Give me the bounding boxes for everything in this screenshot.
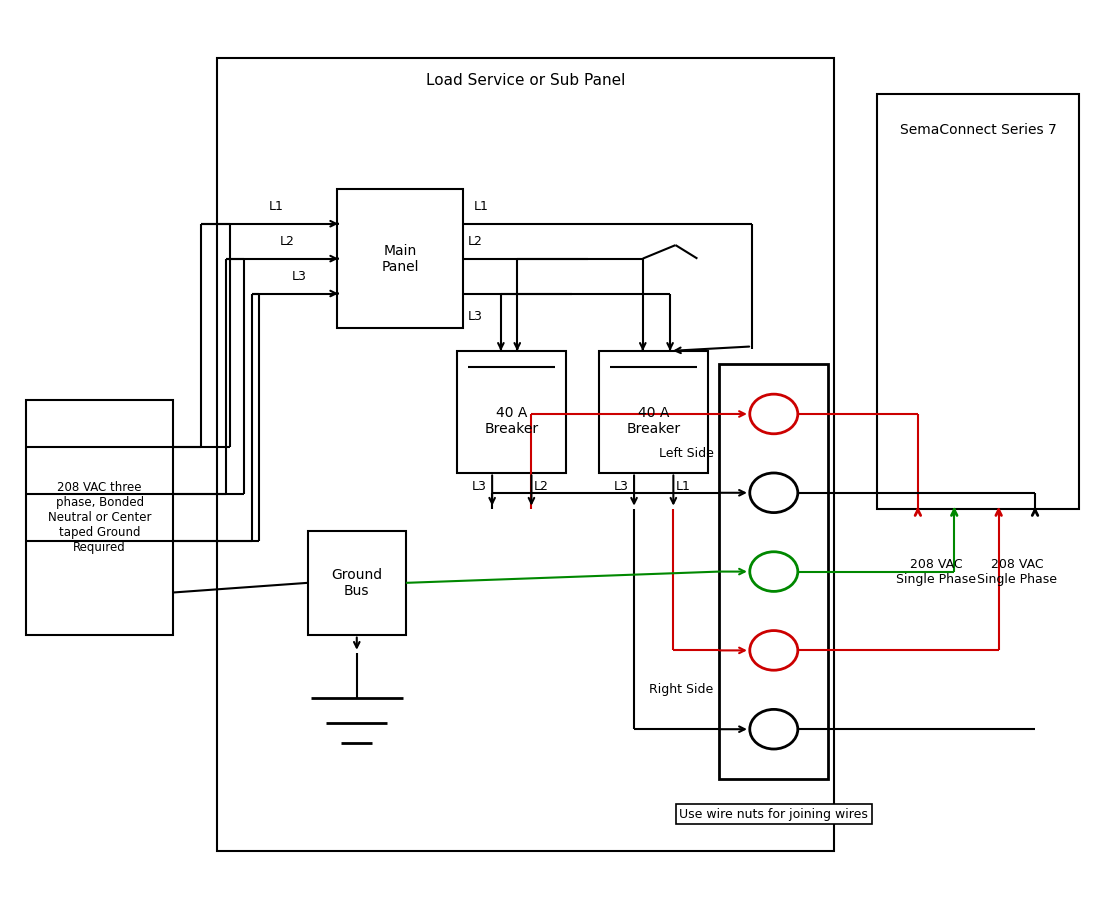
Text: L1: L1 — [474, 200, 488, 213]
Text: L2: L2 — [534, 480, 549, 493]
Text: SemaConnect Series 7: SemaConnect Series 7 — [900, 124, 1057, 137]
Text: L3: L3 — [292, 270, 306, 283]
Text: 40 A
Breaker: 40 A Breaker — [627, 405, 681, 435]
Bar — [308, 531, 406, 634]
Circle shape — [750, 631, 798, 670]
Bar — [719, 365, 828, 779]
Text: 208 VAC
Single Phase: 208 VAC Single Phase — [977, 558, 1057, 586]
Text: L1: L1 — [268, 200, 283, 213]
Text: L3: L3 — [469, 310, 483, 323]
Bar — [878, 95, 1079, 508]
Circle shape — [750, 473, 798, 513]
Text: Left Side: Left Side — [659, 447, 714, 460]
Bar — [600, 351, 708, 473]
Text: L3: L3 — [614, 480, 628, 493]
Text: Right Side: Right Side — [649, 684, 714, 696]
Circle shape — [750, 709, 798, 749]
Text: L3: L3 — [472, 480, 486, 493]
Bar — [337, 189, 463, 328]
Text: L2: L2 — [279, 235, 295, 248]
Bar — [26, 401, 174, 634]
Circle shape — [750, 552, 798, 592]
Text: L1: L1 — [675, 480, 691, 493]
Text: Main
Panel: Main Panel — [381, 244, 419, 274]
Text: 40 A
Breaker: 40 A Breaker — [485, 405, 539, 435]
Text: 208 VAC
Single Phase: 208 VAC Single Phase — [896, 558, 976, 586]
Text: Use wire nuts for joining wires: Use wire nuts for joining wires — [680, 807, 868, 821]
Text: Ground
Bus: Ground Bus — [331, 568, 383, 598]
Text: 208 VAC three
phase, Bonded
Neutral or Center
taped Ground
Required: 208 VAC three phase, Bonded Neutral or C… — [48, 481, 152, 554]
Bar — [217, 58, 834, 851]
Bar — [458, 351, 566, 473]
Circle shape — [750, 395, 798, 434]
Text: Load Service or Sub Panel: Load Service or Sub Panel — [426, 74, 625, 88]
Text: L2: L2 — [469, 235, 483, 248]
